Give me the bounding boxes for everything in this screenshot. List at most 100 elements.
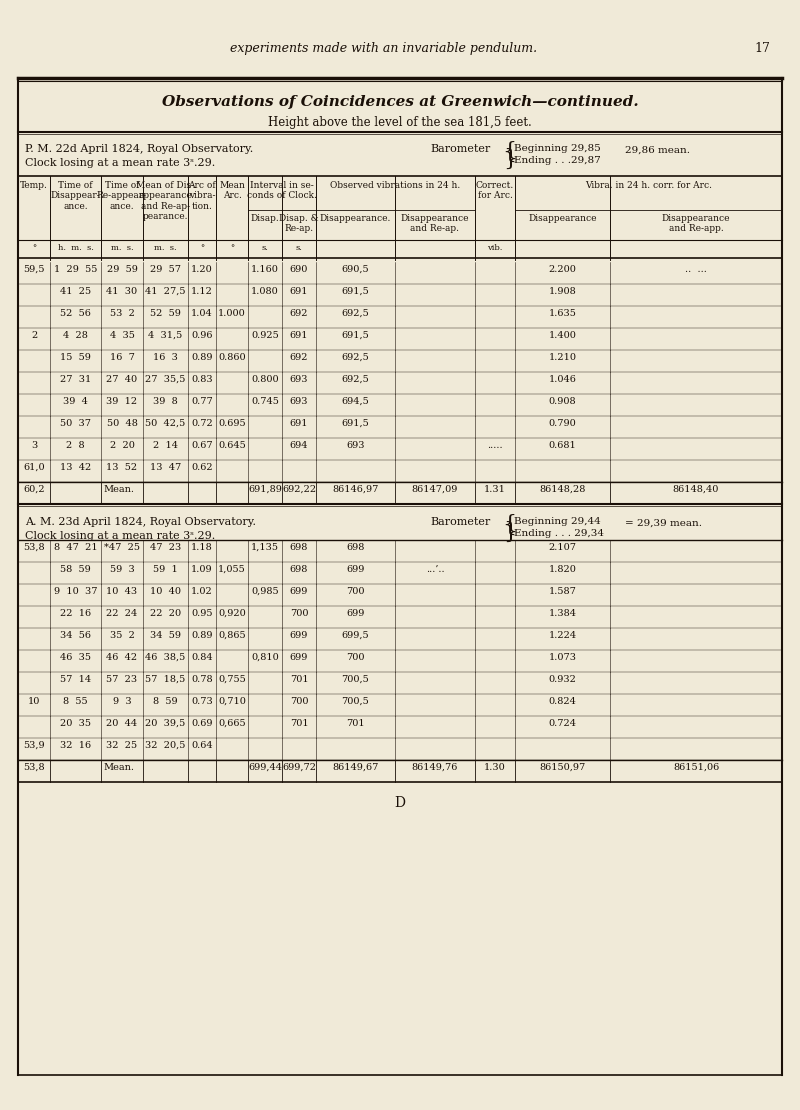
Text: Vibra. in 24 h. corr. for Arc.: Vibra. in 24 h. corr. for Arc. bbox=[585, 181, 712, 190]
Text: 2  20: 2 20 bbox=[110, 441, 134, 450]
Text: 53,8: 53,8 bbox=[23, 763, 45, 771]
Text: {: { bbox=[502, 514, 516, 536]
Text: Disap. &
Re-ap.: Disap. & Re-ap. bbox=[279, 214, 319, 233]
Text: 0,920: 0,920 bbox=[218, 609, 246, 618]
Text: 29  57: 29 57 bbox=[150, 265, 181, 274]
Text: 86147,09: 86147,09 bbox=[412, 485, 458, 494]
Text: 699: 699 bbox=[290, 587, 308, 596]
Text: 1.073: 1.073 bbox=[549, 653, 577, 662]
Text: Height above the level of the sea 181,5 feet.: Height above the level of the sea 181,5 … bbox=[268, 117, 532, 129]
Text: Clock losing at a mean rate 3ˢ.29.: Clock losing at a mean rate 3ˢ.29. bbox=[25, 158, 215, 168]
Text: *47  25: *47 25 bbox=[104, 543, 140, 552]
Text: 50  37: 50 37 bbox=[60, 418, 91, 428]
Text: 8  47  21: 8 47 21 bbox=[54, 543, 98, 552]
Text: 1.384: 1.384 bbox=[549, 609, 577, 618]
Text: 1.20: 1.20 bbox=[191, 265, 213, 274]
Text: 20  44: 20 44 bbox=[106, 719, 138, 728]
Text: 701: 701 bbox=[346, 719, 365, 728]
Text: 17: 17 bbox=[754, 42, 770, 56]
Text: 1,055: 1,055 bbox=[218, 565, 246, 574]
Text: 86150,97: 86150,97 bbox=[539, 763, 586, 771]
Text: 1.160: 1.160 bbox=[251, 265, 279, 274]
Text: 691,5: 691,5 bbox=[342, 331, 370, 340]
Text: 691,89: 691,89 bbox=[248, 485, 282, 494]
Text: 41  30: 41 30 bbox=[106, 287, 138, 296]
Text: 86146,97: 86146,97 bbox=[332, 485, 378, 494]
Text: 0.84: 0.84 bbox=[191, 653, 213, 662]
Text: 0.89: 0.89 bbox=[191, 630, 213, 640]
Text: 0.72: 0.72 bbox=[191, 418, 213, 428]
Text: 1.224: 1.224 bbox=[549, 630, 577, 640]
Text: 39  12: 39 12 bbox=[106, 397, 138, 406]
Text: Time of
Disappear-
ance.: Time of Disappear- ance. bbox=[50, 181, 100, 211]
Text: 13  52: 13 52 bbox=[106, 463, 138, 472]
Text: 0.73: 0.73 bbox=[191, 697, 213, 706]
Text: 693: 693 bbox=[346, 441, 365, 450]
Text: 701: 701 bbox=[290, 719, 308, 728]
Text: 10  43: 10 43 bbox=[106, 587, 138, 596]
Text: m.  s.: m. s. bbox=[154, 244, 177, 252]
Text: 8  55: 8 55 bbox=[63, 697, 88, 706]
Text: 9  10  37: 9 10 37 bbox=[54, 587, 98, 596]
Text: 50  42,5: 50 42,5 bbox=[146, 418, 186, 428]
Text: 86148,40: 86148,40 bbox=[673, 485, 719, 494]
Text: 27  35,5: 27 35,5 bbox=[146, 375, 186, 384]
Text: 29,86 mean.: 29,86 mean. bbox=[625, 145, 690, 154]
Text: 57  18,5: 57 18,5 bbox=[146, 675, 186, 684]
Text: Arc of
vibra-
tion.: Arc of vibra- tion. bbox=[188, 181, 216, 211]
Text: 2  8: 2 8 bbox=[66, 441, 85, 450]
Text: 1.31: 1.31 bbox=[484, 485, 506, 494]
Text: 53  2: 53 2 bbox=[110, 309, 134, 317]
Text: Mean
Arc.: Mean Arc. bbox=[219, 181, 245, 201]
Text: 700,5: 700,5 bbox=[342, 697, 370, 706]
Text: Beginning 29,85: Beginning 29,85 bbox=[514, 144, 601, 153]
Text: 692,5: 692,5 bbox=[342, 309, 370, 317]
Text: experiments made with an invariable pendulum.: experiments made with an invariable pend… bbox=[230, 42, 537, 56]
Text: }: } bbox=[503, 148, 517, 170]
Text: 693: 693 bbox=[290, 397, 308, 406]
Text: 86149,76: 86149,76 bbox=[412, 763, 458, 771]
Text: 699: 699 bbox=[290, 630, 308, 640]
Text: 1.210: 1.210 bbox=[549, 353, 577, 362]
Text: }: } bbox=[503, 521, 517, 543]
Text: 4  35: 4 35 bbox=[110, 331, 134, 340]
Text: 32  20,5: 32 20,5 bbox=[146, 741, 186, 750]
Text: 0.62: 0.62 bbox=[191, 463, 213, 472]
Text: 3: 3 bbox=[31, 441, 37, 450]
Text: 0.860: 0.860 bbox=[218, 353, 246, 362]
Text: 9  3: 9 3 bbox=[113, 697, 131, 706]
Text: 692,5: 692,5 bbox=[342, 353, 370, 362]
Text: 699: 699 bbox=[346, 609, 365, 618]
Text: 61,0: 61,0 bbox=[23, 463, 45, 472]
Text: 0.908: 0.908 bbox=[549, 397, 576, 406]
Text: 1.02: 1.02 bbox=[191, 587, 213, 596]
Text: Mean.: Mean. bbox=[103, 485, 134, 494]
Text: .....: ..... bbox=[487, 441, 503, 450]
Text: 15  59: 15 59 bbox=[60, 353, 91, 362]
Text: 16  7: 16 7 bbox=[110, 353, 134, 362]
Text: 699,72: 699,72 bbox=[282, 763, 316, 771]
Text: 1.635: 1.635 bbox=[549, 309, 577, 317]
Text: 4  28: 4 28 bbox=[63, 331, 88, 340]
Text: 13  47: 13 47 bbox=[150, 463, 181, 472]
Text: 2  14: 2 14 bbox=[153, 441, 178, 450]
Text: 0.695: 0.695 bbox=[218, 418, 246, 428]
Text: Disappearance
and Re-app.: Disappearance and Re-app. bbox=[662, 214, 730, 233]
Text: Mean.: Mean. bbox=[103, 763, 134, 771]
Text: Ending . . . 29,34: Ending . . . 29,34 bbox=[514, 529, 604, 538]
Text: 700: 700 bbox=[346, 653, 365, 662]
Text: 46  42: 46 42 bbox=[106, 653, 138, 662]
Text: 22  20: 22 20 bbox=[150, 609, 181, 618]
Text: 13  42: 13 42 bbox=[60, 463, 91, 472]
Text: °: ° bbox=[200, 244, 204, 252]
Text: h.  m.  s.: h. m. s. bbox=[58, 244, 94, 252]
Text: Disappearance: Disappearance bbox=[528, 214, 597, 223]
Text: 32  25: 32 25 bbox=[106, 741, 138, 750]
Text: 53,8: 53,8 bbox=[23, 543, 45, 552]
Text: 8  59: 8 59 bbox=[153, 697, 178, 706]
Text: 41  27,5: 41 27,5 bbox=[146, 287, 186, 296]
Text: 1.12: 1.12 bbox=[191, 287, 213, 296]
Text: 86151,06: 86151,06 bbox=[673, 763, 719, 771]
Text: 1.09: 1.09 bbox=[191, 565, 213, 574]
Text: 700: 700 bbox=[290, 609, 308, 618]
